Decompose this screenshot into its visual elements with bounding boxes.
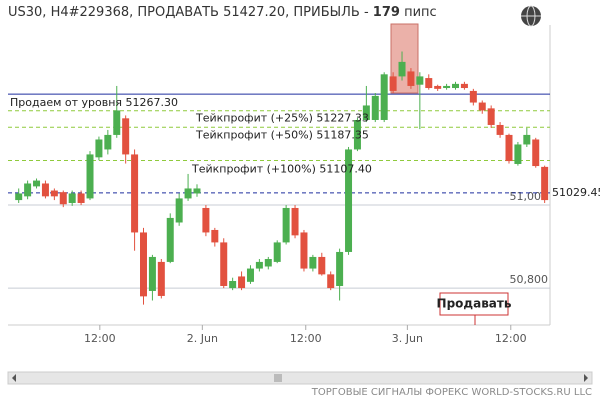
candle-body <box>86 154 94 199</box>
candle-body <box>140 232 147 297</box>
candle-body <box>193 188 201 194</box>
level-label: Продаем от уровня 51267.30 <box>10 96 178 109</box>
button-label[interactable]: Продавать <box>437 297 512 311</box>
candle-body <box>443 85 451 89</box>
candle-body <box>15 193 23 201</box>
candle-body <box>505 134 513 162</box>
y-tick-label: 50,800 <box>510 273 549 286</box>
candle-body <box>175 198 183 223</box>
candle-body <box>59 192 67 205</box>
candle-body <box>33 180 41 187</box>
x-tick-label: 2. Jun <box>187 332 218 345</box>
candle-body <box>148 256 156 291</box>
candle-body <box>532 139 540 167</box>
candle-body <box>318 256 326 275</box>
profit-value: 179 <box>373 5 400 20</box>
candle-body <box>211 229 219 243</box>
candle-body <box>50 190 58 197</box>
candle-body <box>336 251 344 286</box>
candle-body <box>246 268 254 282</box>
scroll-thumb[interactable] <box>274 374 282 382</box>
x-tick-label: 12:00 <box>84 332 116 345</box>
candle-body <box>478 102 486 111</box>
level-value-label: 51029.45 <box>552 186 600 199</box>
scrollbar[interactable] <box>7 371 593 385</box>
candle-body <box>131 154 139 233</box>
scroll-right-arrow[interactable] <box>584 374 588 382</box>
candle-body <box>345 149 353 252</box>
scroll-track[interactable] <box>7 371 593 385</box>
candle-body <box>122 118 130 155</box>
candle-body <box>327 274 335 289</box>
candle-body <box>469 90 477 103</box>
candle-body <box>220 242 228 286</box>
candle-body <box>300 232 308 269</box>
candle-body <box>523 134 531 145</box>
candle-body <box>541 166 549 201</box>
level-label: Тейкпрофит (+100%) 51107.40 <box>191 162 372 175</box>
candle-body <box>460 83 468 89</box>
candle-body <box>416 76 424 85</box>
sell-button[interactable]: Продавать <box>437 292 512 325</box>
candle-body <box>104 134 112 150</box>
candle-body <box>434 85 442 89</box>
candle-body <box>113 110 121 135</box>
profit-unit: пипс <box>404 5 437 20</box>
title-text: US30, H4#229368, ПРОДАВАТЬ 51427.20, ПРИ… <box>8 5 369 20</box>
candle-body <box>229 281 237 289</box>
candle-body <box>68 193 76 203</box>
candle-body <box>24 183 32 197</box>
candle-body <box>362 105 370 120</box>
chart-title: US30, H4#229368, ПРОДАВАТЬ 51427.20, ПРИ… <box>8 5 437 20</box>
candle-body <box>452 83 460 89</box>
candle-body <box>291 207 299 236</box>
candle-body <box>371 95 379 120</box>
candle-body <box>389 76 397 91</box>
level-label: Тейкпрофит (+50%) 51187.35 <box>195 128 369 141</box>
x-tick-label: 12:00 <box>495 332 527 345</box>
candle-body <box>157 261 165 296</box>
globe-icon[interactable] <box>521 5 541 27</box>
candle-body <box>425 78 433 89</box>
level-label: Тейкпрофит (+25%) 51227.33 <box>195 112 369 125</box>
candle-body <box>380 74 388 120</box>
candle-body <box>309 256 317 269</box>
candle-body <box>166 217 174 262</box>
candle-body <box>273 242 281 262</box>
x-tick-label: 12:00 <box>290 332 322 345</box>
candle-body <box>184 188 192 199</box>
candle-body <box>487 108 495 125</box>
candle-body <box>407 71 415 86</box>
candle-body <box>496 124 504 135</box>
scroll-left-arrow[interactable] <box>12 374 16 382</box>
candle-body <box>282 207 290 243</box>
candle-body <box>95 139 103 158</box>
footer: ТОРГОВЫЕ СИГНАЛЫ ФОРЕКС WORLD-STOCKS.RU … <box>311 387 592 398</box>
candle-body <box>238 276 246 289</box>
candle-body <box>353 119 361 150</box>
candle-body <box>514 144 522 164</box>
button-box[interactable] <box>439 292 509 316</box>
candle-body <box>77 193 85 203</box>
candle-body <box>264 259 272 267</box>
candle-body <box>41 183 49 197</box>
candle-body <box>202 207 210 233</box>
x-tick-label: 3. Jun <box>392 332 423 345</box>
level-label-bg <box>551 185 600 200</box>
candle-body <box>398 61 406 77</box>
candle-body <box>255 261 263 269</box>
